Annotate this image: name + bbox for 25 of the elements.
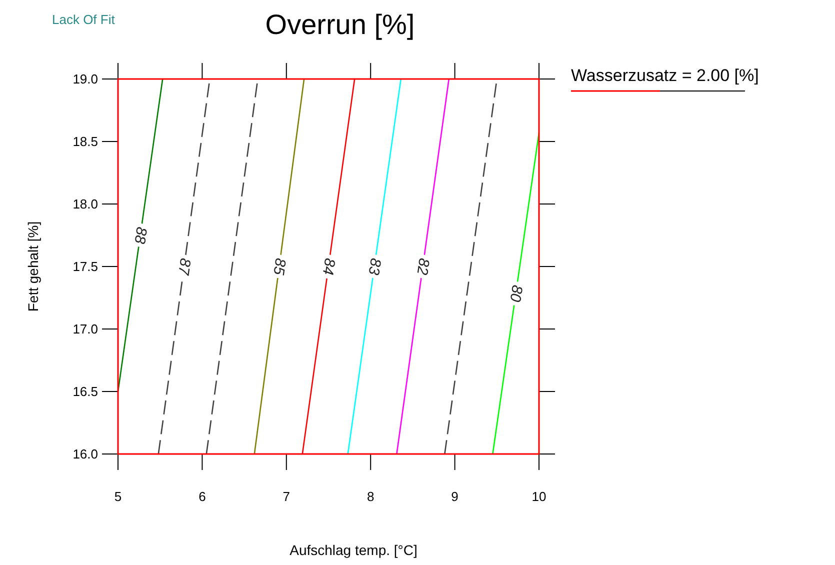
x-tick-label: 10 (532, 489, 546, 504)
text: Lack Of Fit (52, 12, 116, 27)
y-tick-label: 17.5 (72, 259, 98, 274)
text: 88 (130, 226, 150, 246)
text: 80 (506, 284, 526, 304)
y-tick-label: 18.5 (72, 134, 98, 149)
x-axis-title: Aufschlag temp. [°C] (290, 542, 418, 558)
x-tick-label: 8 (366, 489, 374, 504)
x-tick-label: 6 (198, 489, 206, 504)
y-tick-label: 17.0 (72, 322, 98, 336)
x-tick-label: 9 (451, 489, 458, 504)
text: 84 (318, 257, 338, 276)
y-tick-label: 16.5 (72, 384, 98, 399)
y-axis-title: Fett gehalt [%] (25, 221, 41, 312)
y-tick-label: 19.0 (72, 72, 98, 86)
text: 87 (174, 257, 194, 277)
text: Wasserzusatz = 2.00 [%] (571, 66, 759, 85)
chart-title: Overrun [%] (265, 9, 415, 40)
x-tick-label: 5 (114, 489, 122, 504)
x-tick-label: 7 (282, 489, 290, 504)
y-tick-label: 18.0 (72, 196, 98, 212)
text: 82 (413, 257, 432, 277)
text: 85 (270, 257, 289, 277)
y-tick-label: 16.0 (72, 446, 98, 462)
text: 83 (364, 257, 384, 277)
